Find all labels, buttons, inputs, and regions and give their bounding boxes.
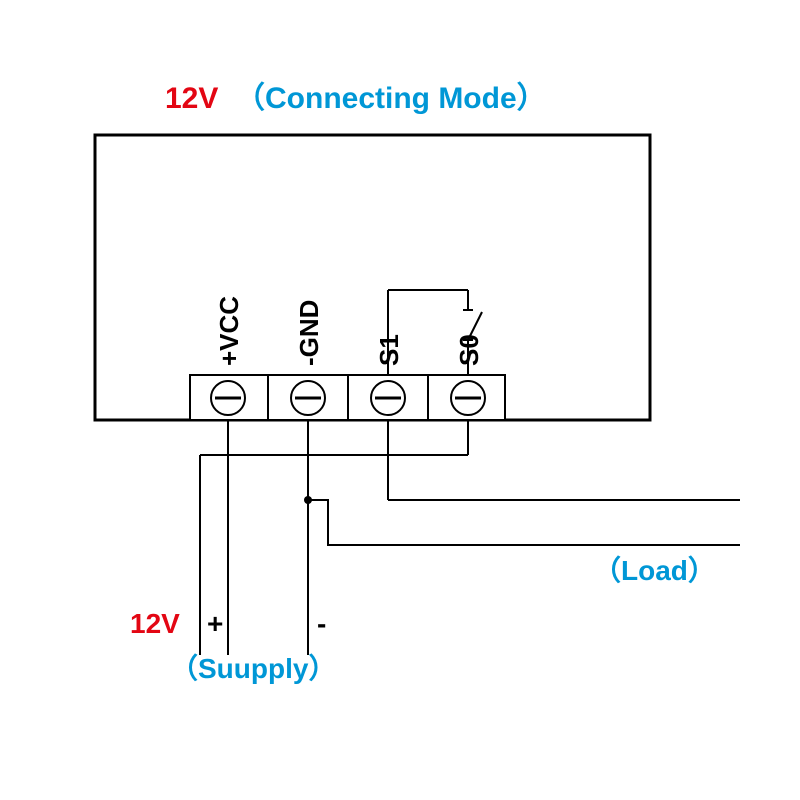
label-minus: - [317, 608, 326, 639]
wire-junctions [304, 496, 312, 504]
terminal-label-gnd: -GND [294, 300, 324, 366]
label-12v: 12V [130, 608, 180, 639]
label-supply: （Suupply） [170, 652, 336, 684]
terminal-label-s1: S1 [374, 334, 404, 366]
terminal-label-s0: S0 [454, 334, 484, 366]
title-voltage: 12V [165, 82, 218, 115]
wiring-diagram: 12V （Connecting Mode） +VCC -GND S1 S0 12V +… [0, 0, 800, 800]
title-mode: （Connecting Mode） [235, 81, 547, 115]
terminal-label-vcc: +VCC [214, 296, 244, 366]
label-load: （Load） [593, 554, 716, 586]
external-wires [200, 420, 740, 655]
label-plus: + [207, 608, 223, 639]
terminal-block: +VCC -GND S1 S0 [190, 296, 505, 420]
